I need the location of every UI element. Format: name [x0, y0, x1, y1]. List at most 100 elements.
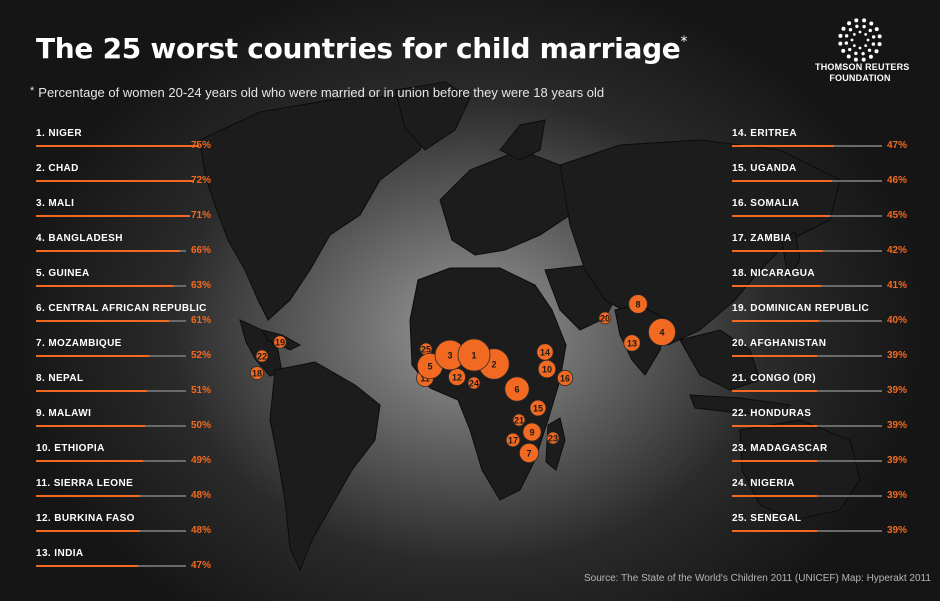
rank-label: 24. NIGERIA: [732, 478, 795, 489]
rank-label: 14. ERITREA: [732, 128, 797, 139]
map-marker-circle: [273, 335, 287, 349]
rank-value: 40%: [886, 315, 907, 326]
thomson-reuters-foundation-logo: THOMSON REUTERS FOUNDATION: [815, 18, 910, 84]
map-marker: 18: [250, 366, 264, 380]
map-marker: 20: [598, 311, 612, 325]
map-marker-label: 10: [542, 365, 552, 375]
bar-track: [36, 530, 186, 532]
map-marker-circle: [556, 369, 574, 387]
bar-track: [36, 180, 193, 182]
map-marker: 16: [556, 369, 574, 387]
rank-label: 20. AFGHANISTAN: [732, 338, 827, 349]
logo-line-1: THOMSON REUTERS: [815, 62, 910, 72]
logo-dot: [862, 24, 866, 29]
bar-track: [36, 250, 186, 252]
bar-fill: [36, 425, 145, 427]
logo-dot: [877, 34, 882, 39]
bar-fill: [36, 145, 200, 147]
rank-label: 21. CONGO (DR): [732, 373, 816, 384]
map-marker-label: 24: [469, 379, 479, 389]
map-marker-label: 20: [600, 314, 610, 324]
rank-value: 49%: [190, 455, 211, 466]
bar-track: [732, 180, 882, 182]
logo-dot: [848, 28, 853, 32]
rank-value: 48%: [190, 490, 211, 501]
map-marker-circle: [628, 294, 648, 314]
logo-dot: [841, 48, 846, 53]
map-marker-label: 18: [252, 369, 262, 379]
logo-dot: [867, 48, 872, 52]
map-marker-label: 13: [627, 339, 637, 349]
bar-track: [36, 390, 186, 392]
bar-fill: [36, 495, 141, 497]
logo-dot: [874, 27, 879, 32]
map-marker: 21: [512, 413, 526, 427]
bar-fill: [732, 460, 817, 462]
bar-track: [732, 390, 882, 392]
map-marker: 4: [648, 318, 676, 346]
rank-value: 41%: [886, 280, 907, 291]
map-marker: 8: [628, 294, 648, 314]
rank-label: 13. INDIA: [36, 548, 84, 559]
map-marker-label: 6: [514, 385, 519, 395]
bar-fill: [36, 530, 141, 532]
landmass-north-america: [199, 95, 431, 321]
bar-track: [732, 215, 882, 217]
bar-track: [36, 145, 200, 147]
rank-value: 42%: [886, 245, 907, 256]
logo-dot: [869, 21, 874, 26]
logo-dot: [853, 57, 858, 62]
bar-track: [732, 355, 882, 357]
map-marker-label: 5: [427, 362, 432, 372]
bar-track: [36, 355, 186, 357]
rank-label: 16. SOMALIA: [732, 198, 800, 209]
logo-dot: [848, 47, 852, 52]
map-marker-label: 12: [452, 373, 462, 383]
map-marker: 15: [529, 399, 547, 417]
map-marker-label: 1: [471, 351, 476, 361]
map-marker: 1: [457, 338, 491, 372]
map-marker-label: 19: [275, 338, 285, 348]
bar-fill: [732, 145, 835, 147]
bar-track: [36, 215, 191, 217]
map-marker-circle: [546, 431, 560, 445]
bar-fill: [36, 460, 143, 462]
logo-line-2: FOUNDATION: [829, 73, 891, 83]
bar-track: [732, 495, 882, 497]
map-marker-label: 2: [491, 360, 496, 370]
rank-value: 63%: [190, 280, 211, 291]
rank-label: 18. NICARAGUA: [732, 268, 815, 279]
bar-track: [732, 250, 882, 252]
rank-value: 45%: [886, 210, 907, 221]
bar-track: [36, 285, 186, 287]
logo-dot: [844, 34, 849, 38]
map-marker-circle: [467, 376, 481, 390]
bar-track: [36, 425, 186, 427]
logo-dot: [852, 32, 856, 36]
rank-label: 17. ZAMBIA: [732, 233, 792, 244]
logo-dot: [862, 18, 867, 23]
bar-track: [36, 460, 186, 462]
title-text: The 25 worst countries for child marriag…: [36, 32, 681, 65]
logo-dot: [846, 54, 851, 59]
map-marker-label: 15: [533, 404, 543, 414]
map-marker-label: 22: [257, 352, 267, 362]
bar-fill: [36, 355, 150, 357]
logo-dot: [877, 42, 882, 47]
logo-dot: [847, 21, 852, 26]
rank-label: 25. SENEGAL: [732, 513, 802, 524]
logo-dot: [844, 41, 849, 45]
title-asterisk: *: [680, 34, 688, 50]
rank-label: 2. CHAD: [36, 163, 79, 174]
map-marker-circle: [505, 432, 521, 448]
rank-value: 39%: [886, 350, 907, 361]
bar-fill: [732, 530, 817, 532]
map-marker-label: 3: [447, 351, 452, 361]
subtitle-asterisk: *: [30, 85, 35, 97]
rank-label: 11. SIERRA LEONE: [36, 478, 134, 489]
logo-dots-icon: [838, 18, 882, 62]
map-marker-label: 8: [635, 300, 640, 310]
logo-dot: [850, 38, 854, 42]
